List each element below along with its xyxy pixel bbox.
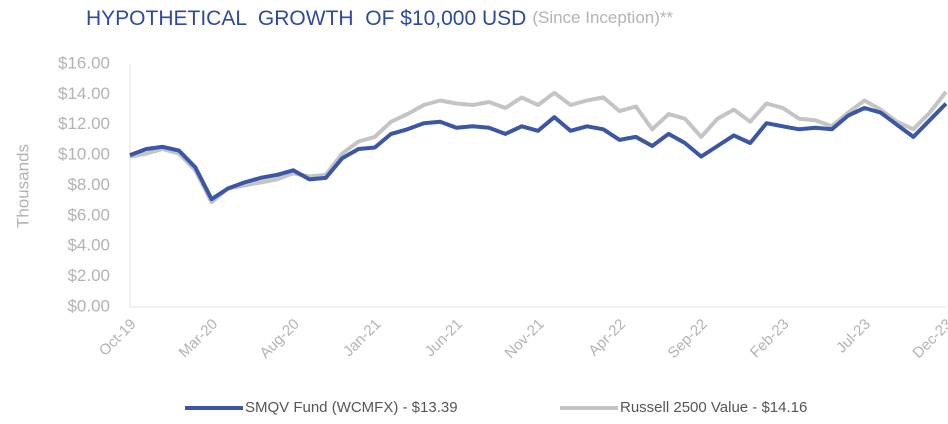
x-tick-label: Dec-23 [909, 316, 948, 362]
y-tick-label: $10.00 [58, 145, 110, 164]
y-tick-label: $6.00 [67, 205, 110, 224]
series-line [129, 90, 948, 205]
x-tick-label: Nov-21 [501, 316, 547, 362]
x-tick-label: Sep-22 [665, 316, 711, 362]
y-tick-label: $2.00 [67, 266, 110, 285]
title: HYPOTHETICAL GROWTH OF $10,000 USD [86, 7, 526, 30]
y-tick-label: $0.00 [67, 296, 110, 315]
series-line [129, 102, 948, 202]
x-tick-label: Oct-19 [96, 316, 140, 360]
y-tick-label: $14.00 [58, 84, 110, 103]
y-axis-label: Thousands [13, 144, 32, 228]
x-tick-label: Jul-23 [833, 316, 874, 357]
y-tick-label: $12.00 [58, 114, 110, 133]
chart-title: HYPOTHETICAL GROWTH OF $10,000 USD (Since… [86, 7, 674, 30]
x-tick-label: Feb-23 [747, 316, 793, 362]
y-tick-label: $4.00 [67, 236, 110, 255]
y-tick-label: $8.00 [67, 175, 110, 194]
y-tick-label: $16.00 [58, 53, 110, 72]
legend-label: Russell 2500 Value - $14.16 [620, 399, 807, 416]
x-tick-label: Jun-21 [422, 316, 466, 360]
x-tick-label: Jan-21 [340, 316, 384, 360]
legend-label: SMQV Fund (WCMFX) - $13.39 [245, 399, 458, 416]
x-tick-label: Mar-20 [176, 316, 222, 362]
subtitle: (Since Inception)** [532, 8, 673, 27]
x-tick-label: Apr-22 [585, 316, 629, 360]
x-tick-label: Aug-20 [257, 316, 303, 362]
